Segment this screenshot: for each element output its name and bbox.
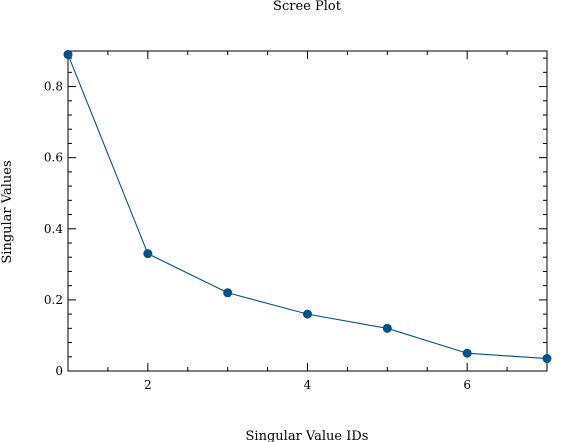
x-tick-label: 2 — [144, 378, 152, 392]
data-point-marker — [303, 309, 312, 319]
y-tick-label: 0.6 — [44, 151, 63, 165]
data-point-marker — [63, 50, 73, 60]
data-point-marker — [143, 249, 153, 259]
y-axis-title: Singular Values — [0, 160, 15, 263]
y-tick-label: 0 — [55, 364, 63, 378]
major-ticks — [68, 51, 547, 372]
series-group — [63, 50, 552, 364]
x-axis-title: Singular Value IDs — [246, 429, 369, 442]
data-point-marker — [382, 323, 392, 333]
minor-ticks — [68, 51, 547, 371]
data-point-marker — [223, 288, 233, 298]
y-tick-label: 0.4 — [44, 222, 63, 236]
y-tick-labels: 0 0.2 0.4 0.6 0.8 — [44, 80, 63, 378]
x-tick-label: 4 — [304, 378, 312, 392]
x-tick-label: 6 — [463, 378, 471, 392]
plot-area: 2 4 6 0 0.2 0.4 0.6 0.8 — [44, 50, 552, 392]
y-tick-label: 0.2 — [44, 293, 63, 307]
x-tick-labels: 2 4 6 — [144, 378, 471, 392]
data-point-marker — [462, 348, 472, 358]
chart-title: Scree Plot — [273, 0, 342, 14]
data-point-marker — [542, 354, 552, 364]
y-tick-label: 0.8 — [44, 80, 63, 94]
